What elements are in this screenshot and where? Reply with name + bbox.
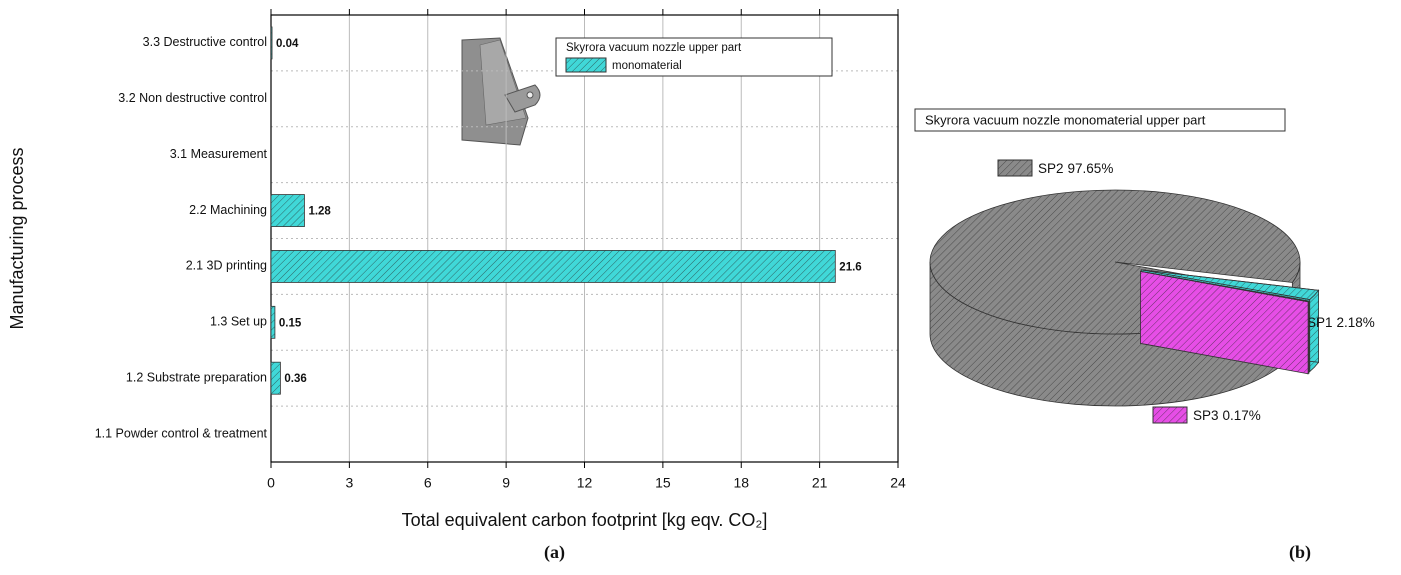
legend-swatch bbox=[566, 58, 606, 72]
slice-name: SP1 bbox=[1307, 315, 1333, 330]
slice-label: SP3 0.17% bbox=[1193, 408, 1261, 423]
y-tick-label: 1.1 Powder control & treatment bbox=[95, 426, 268, 440]
panel-label: (a) bbox=[544, 542, 565, 563]
x-tick-label: 18 bbox=[733, 475, 749, 491]
y-tick-label: 1.2 Substrate preparation bbox=[126, 370, 267, 384]
value-label: 0.36 bbox=[284, 373, 306, 385]
bar bbox=[271, 362, 280, 394]
bar bbox=[271, 27, 272, 59]
x-tick-label: 24 bbox=[890, 475, 906, 491]
y-tick-label: 3.1 Measurement bbox=[170, 147, 268, 161]
label-swatch bbox=[998, 160, 1032, 176]
x-tick-label: 3 bbox=[345, 475, 353, 491]
nozzle-illustration bbox=[462, 38, 540, 145]
bar-chart: 0 3 6 9 12 15 18 21 24 3.3 Destructive control 0.0… bbox=[7, 9, 906, 563]
x-tick-label: 6 bbox=[424, 475, 432, 491]
value-label: 0.04 bbox=[276, 38, 299, 50]
value-label: 1.28 bbox=[308, 206, 331, 218]
y-tick-label: 3.2 Non destructive control bbox=[118, 91, 267, 105]
panel-label: (b) bbox=[1289, 542, 1311, 563]
x-axis-label: Total equivalent carbon footprint [kg eq… bbox=[402, 510, 768, 530]
bar bbox=[271, 250, 835, 282]
x-tick-label: 9 bbox=[502, 475, 510, 491]
slice-name: SP3 bbox=[1193, 408, 1219, 423]
legend-title: Skyrora vacuum nozzle upper part bbox=[566, 42, 742, 54]
x-tick-label: 15 bbox=[655, 475, 671, 491]
y-tick-label: 1.3 Set up bbox=[210, 315, 267, 329]
x-tick-label: 0 bbox=[267, 475, 275, 491]
y-tick-label: 2.2 Machining bbox=[189, 203, 267, 217]
slice-value: 97.65% bbox=[1068, 161, 1114, 176]
legend-label: monomaterial bbox=[612, 60, 682, 72]
y-tick-label: 3.3 Destructive control bbox=[143, 35, 267, 49]
x-tick-label: 12 bbox=[577, 475, 593, 491]
slice-value: 2.18% bbox=[1337, 315, 1375, 330]
pie-title: Skyrora vacuum nozzle monomaterial upper… bbox=[925, 112, 1206, 127]
label-swatch bbox=[1153, 407, 1187, 423]
figure: 0 3 6 9 12 15 18 21 24 3.3 Destructive control 0.0… bbox=[0, 0, 1401, 575]
pie-chart: Skyrora vacuum nozzle monomaterial upper… bbox=[915, 109, 1375, 563]
bar bbox=[271, 306, 275, 338]
y-axis-label: Manufacturing process bbox=[7, 147, 27, 329]
bar bbox=[271, 195, 304, 227]
slice-name: SP2 bbox=[1038, 161, 1064, 176]
slice-value: 0.17% bbox=[1223, 408, 1261, 423]
slice-label: SP1 2.18% bbox=[1307, 315, 1375, 330]
value-label: 21.6 bbox=[839, 261, 861, 273]
y-tick-label: 2.1 3D printing bbox=[186, 259, 267, 273]
x-tick-label: 21 bbox=[812, 475, 828, 491]
value-label: 0.15 bbox=[279, 317, 302, 329]
slice-label: SP2 97.65% bbox=[1038, 161, 1113, 176]
